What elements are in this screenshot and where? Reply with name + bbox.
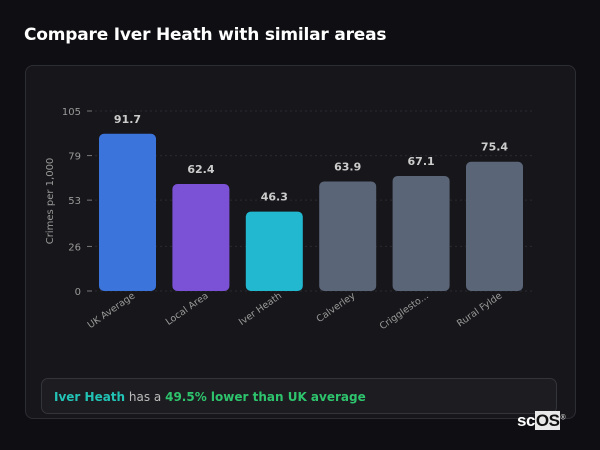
bar-crigglesto- xyxy=(392,175,450,291)
x-tick-label: Calverley xyxy=(315,290,358,325)
y-tick-label: 105 xyxy=(62,107,81,118)
bar-iver-heath xyxy=(245,211,303,291)
data-label: 67.1 xyxy=(408,155,435,168)
y-tick-label: 53 xyxy=(68,196,81,207)
x-tick-label: UK Average xyxy=(86,290,138,331)
x-tick-label: Local Area xyxy=(164,290,211,327)
x-tick-label: Rural Fylde xyxy=(455,290,504,329)
scos-logo: scOS® xyxy=(517,411,566,430)
y-tick-label: 0 xyxy=(75,287,81,298)
data-label: 75.4 xyxy=(481,141,508,154)
data-label: 63.9 xyxy=(334,160,361,173)
area-name: Iver Heath xyxy=(54,390,126,404)
page-title: Compare Iver Heath with similar areas xyxy=(24,25,387,45)
y-tick-label: 79 xyxy=(68,152,81,163)
bar-local-area xyxy=(172,184,230,291)
bar-calverley xyxy=(319,181,377,291)
data-label: 91.7 xyxy=(114,113,141,126)
y-axis-label: Crimes per 1,000 xyxy=(45,158,56,245)
data-label: 62.4 xyxy=(187,163,214,176)
data-label: 46.3 xyxy=(261,191,288,204)
bar-uk-average xyxy=(99,133,156,291)
y-tick-label: 26 xyxy=(68,242,81,253)
x-tick-label: Crigglesto... xyxy=(378,290,431,332)
comparison-summary: Iver Heath has a 49.5% lower than UK ave… xyxy=(41,378,557,414)
bar-rural-fylde xyxy=(466,161,523,291)
x-tick-label: Iver Heath xyxy=(237,290,284,328)
summary-text: has a xyxy=(125,390,166,404)
comparison-value: 49.5% lower than UK average xyxy=(165,390,366,404)
